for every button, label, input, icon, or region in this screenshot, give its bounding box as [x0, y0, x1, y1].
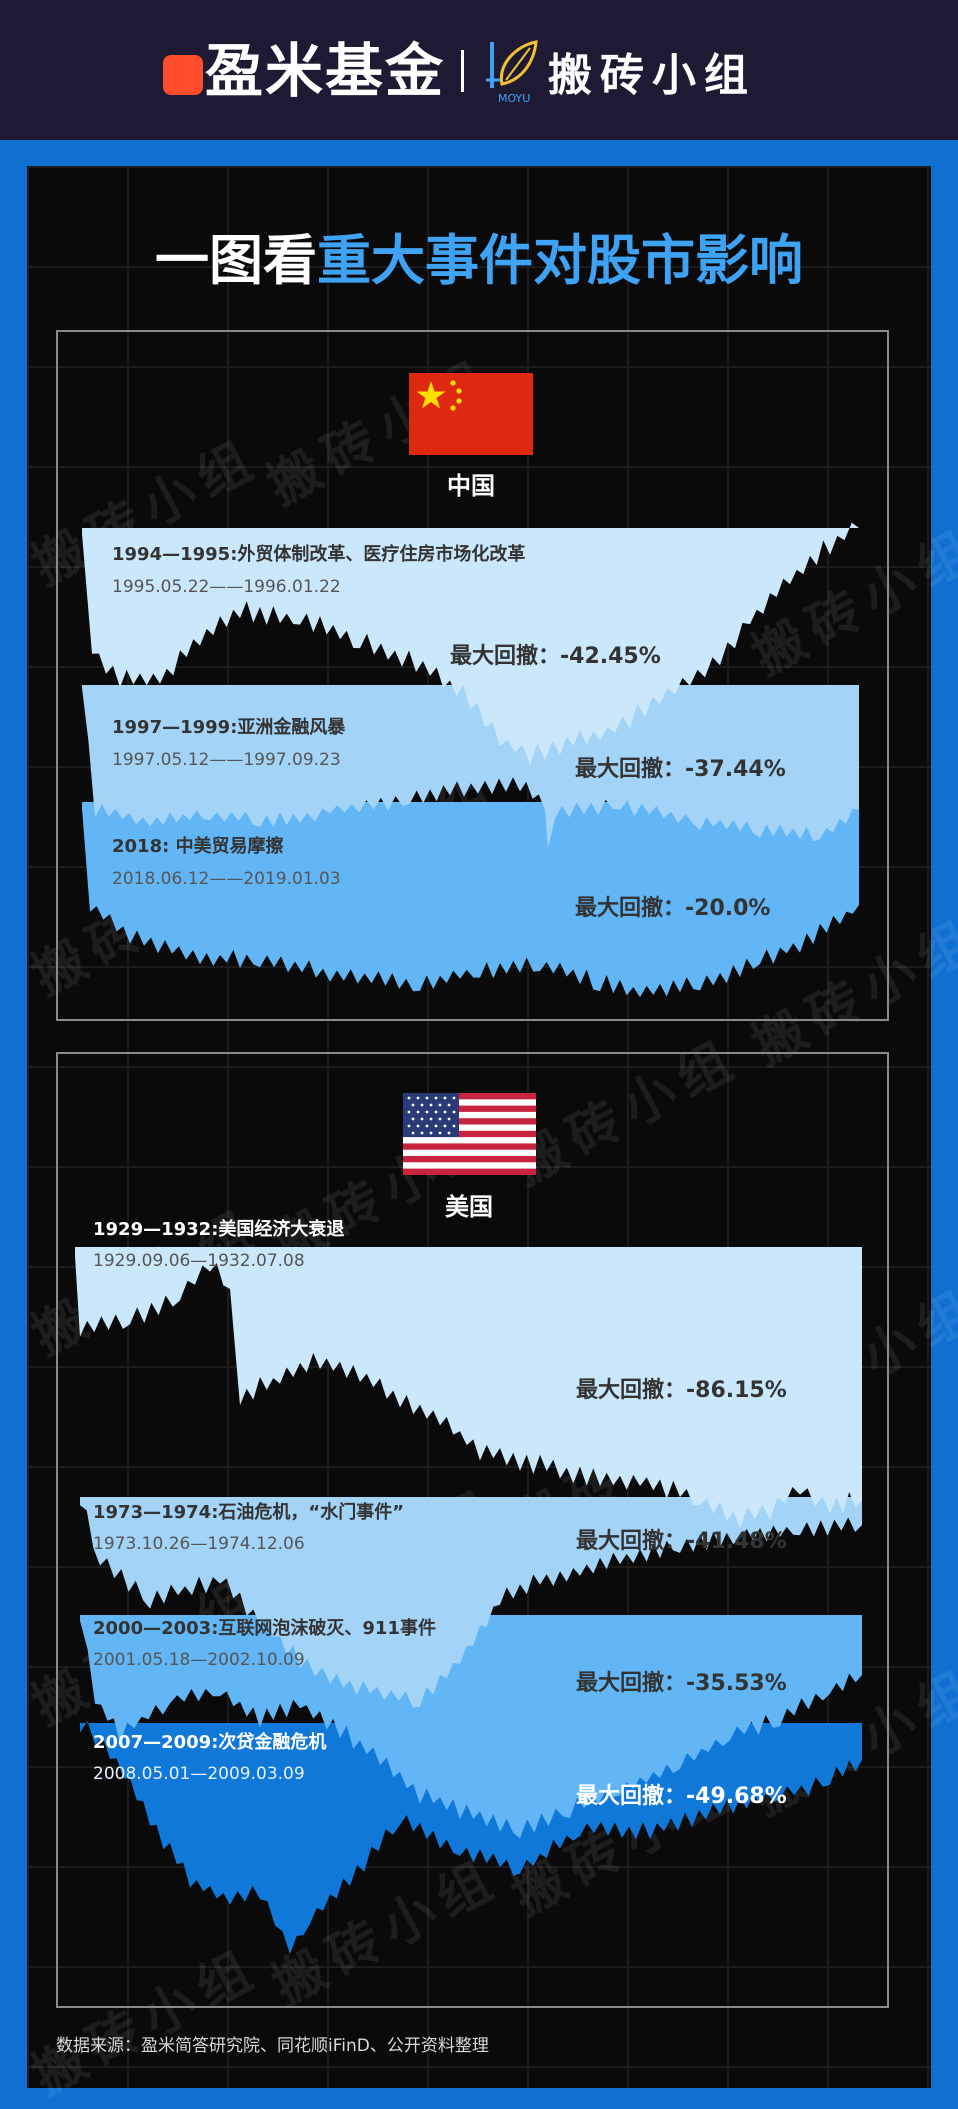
event-title-us-2: 2000—2003:互联网泡沫破灭、911事件 — [93, 1617, 436, 1639]
yingmi-logo: 盈米基金 — [163, 36, 445, 106]
area-us-2008 — [80, 1721, 862, 1955]
usa-flag-icon — [403, 1093, 536, 1175]
event-title-us-3: 2007—2009:次贷金融危机 — [93, 1731, 326, 1753]
drawdown-china-2: 最大回撤：-20.0% — [575, 895, 770, 921]
moyu-leaf-icon: MOYU — [484, 36, 540, 106]
usa-label: 美国 — [445, 1193, 493, 1221]
drawdown-us-3: 最大回撤：-49.68% — [576, 1783, 787, 1809]
event-period-china-1: 1997.05.12——1997.09.23 — [112, 750, 341, 770]
event-period-china-0: 1995.05.22——1996.01.22 — [112, 577, 341, 597]
drawdown-china-1: 最大回撤：-37.44% — [575, 756, 786, 782]
event-title-china-1: 1997—1999:亚洲金融风暴 — [112, 716, 346, 738]
area-us-1929 — [75, 1247, 862, 1529]
event-period-us-1: 1973.10.26—1974.12.06 — [93, 1534, 305, 1554]
event-title-china-2: 2018: 中美贸易摩擦 — [112, 835, 284, 857]
page-title: 一图看重大事件对股市影响 — [155, 229, 803, 292]
svg-text:MOYU: MOYU — [498, 92, 530, 105]
brand-divider — [461, 50, 465, 92]
banzhuan-team-logo: 搬砖小组 — [548, 50, 757, 101]
china-flag-icon — [409, 373, 533, 455]
drawdown-china-0: 最大回撤：-42.45% — [450, 643, 661, 669]
event-period-china-2: 2018.06.12——2019.01.03 — [112, 869, 341, 889]
area-china-1994 — [82, 522, 859, 766]
data-source-note: 数据来源：盈米简答研究院、同花顺iFinD、公开资料整理 — [56, 2036, 489, 2056]
brand-logo: 盈米基金 MOYU 搬砖小组 — [163, 36, 756, 106]
china-box — [56, 330, 889, 1021]
drawdown-us-0: 最大回撤：-86.15% — [576, 1377, 787, 1403]
event-title-us-0: 1929—1932:美国经济大衰退 — [93, 1218, 344, 1240]
drawdown-us-1: 最大回撤：-41.48% — [576, 1528, 787, 1554]
china-label: 中国 — [447, 472, 495, 500]
usa-box — [56, 1052, 889, 2008]
area-china-1997 — [82, 685, 859, 848]
event-period-us-3: 2008.05.01—2009.03.09 — [93, 1764, 305, 1784]
top-bar: 盈米基金 MOYU 搬砖小组 — [0, 0, 958, 140]
event-period-us-2: 2001.05.18—2002.10.09 — [93, 1650, 305, 1670]
area-china-2018 — [82, 802, 859, 998]
event-title-us-1: 1973—1974:石油危机，“水门事件” — [93, 1501, 404, 1523]
event-title-china-0: 1994—1995:外贸体制改革、医疗住房市场化改革 — [112, 543, 525, 565]
area-us-1973 — [80, 1497, 862, 1708]
event-period-us-0: 1929.09.06—1932.07.08 — [93, 1251, 305, 1271]
yingmi-coin-icon — [163, 54, 203, 95]
area-us-2001 — [80, 1615, 862, 1839]
drawdown-us-2: 最大回撤：-35.53% — [576, 1670, 787, 1696]
